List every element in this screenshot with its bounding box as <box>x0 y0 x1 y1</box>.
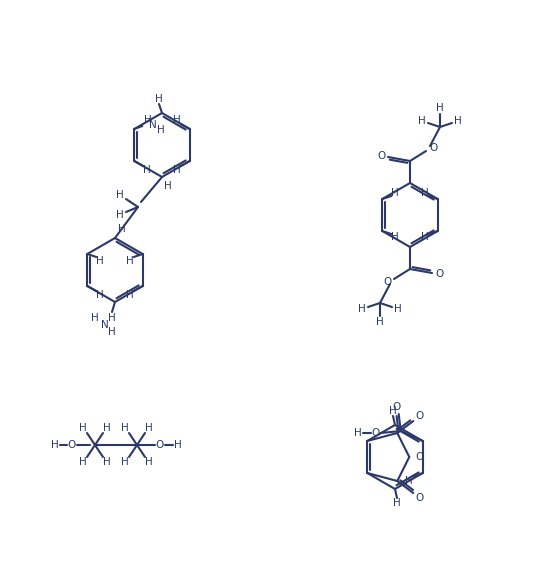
Text: H: H <box>121 423 129 433</box>
Text: H: H <box>391 188 399 198</box>
Text: O: O <box>156 440 164 450</box>
Text: H: H <box>96 256 104 266</box>
Text: H: H <box>173 165 181 175</box>
Text: H: H <box>391 232 399 242</box>
Text: H: H <box>103 457 111 467</box>
Text: H: H <box>103 423 111 433</box>
Text: O: O <box>415 452 423 462</box>
Text: O: O <box>435 269 443 279</box>
Text: H: H <box>418 116 426 126</box>
Text: H: H <box>389 406 397 416</box>
Text: H: H <box>157 125 165 135</box>
Text: H: H <box>79 423 87 433</box>
Text: H: H <box>436 103 444 113</box>
Text: H: H <box>116 190 124 200</box>
Text: H: H <box>96 290 104 300</box>
Text: H: H <box>394 304 402 314</box>
Text: N: N <box>101 320 109 330</box>
Text: H: H <box>376 317 384 327</box>
Text: O: O <box>383 277 391 287</box>
Text: H: H <box>354 428 361 438</box>
Text: H: H <box>164 181 172 191</box>
Text: H: H <box>145 423 153 433</box>
Text: O: O <box>372 428 380 438</box>
Text: O: O <box>393 402 401 412</box>
Text: H: H <box>108 327 116 337</box>
Text: H: H <box>116 210 124 220</box>
Text: H: H <box>358 304 366 314</box>
Text: H: H <box>421 232 429 242</box>
Text: O: O <box>415 411 423 421</box>
Text: H: H <box>79 457 87 467</box>
Text: H: H <box>51 440 59 450</box>
Text: H: H <box>108 313 116 323</box>
Text: H: H <box>144 115 152 125</box>
Text: H: H <box>174 440 182 450</box>
Text: H: H <box>393 498 401 508</box>
Text: H: H <box>126 256 134 266</box>
Text: H: H <box>421 188 429 198</box>
Text: H: H <box>121 457 129 467</box>
Text: H: H <box>145 457 153 467</box>
Text: H: H <box>173 115 181 125</box>
Text: H: H <box>126 290 134 300</box>
Text: H: H <box>405 476 413 486</box>
Text: O: O <box>415 493 423 503</box>
Text: O: O <box>377 151 385 161</box>
Text: H: H <box>118 224 126 234</box>
Text: H: H <box>143 165 151 175</box>
Text: O: O <box>429 143 437 153</box>
Text: O: O <box>68 440 76 450</box>
Text: H: H <box>91 313 99 323</box>
Text: N: N <box>149 120 157 130</box>
Text: H: H <box>155 94 163 104</box>
Text: H: H <box>454 116 462 126</box>
